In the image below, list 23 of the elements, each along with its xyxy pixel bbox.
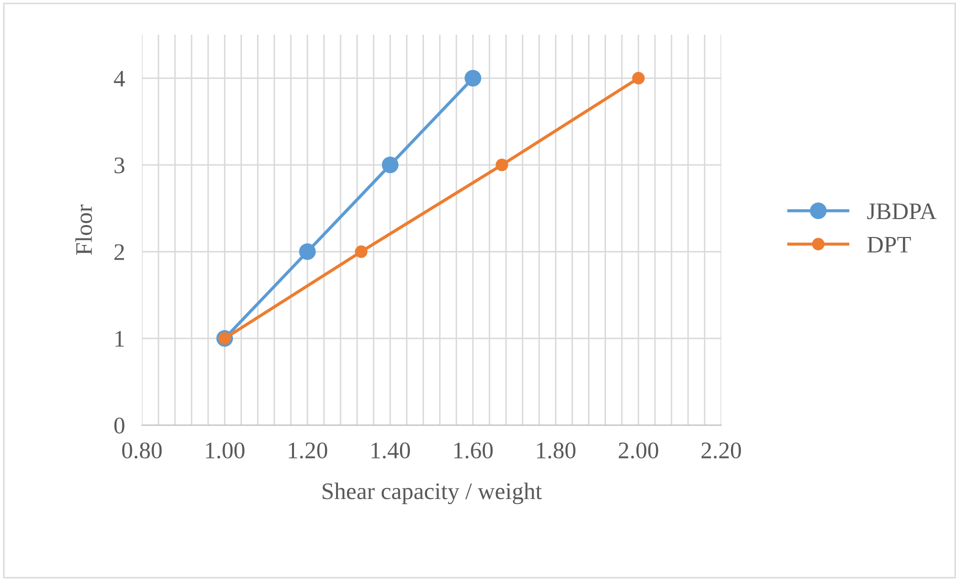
y-tick-label: 2 [114, 244, 124, 260]
y-tick-label: 3 [114, 157, 124, 174]
legend-label: DPT [867, 236, 911, 252]
x-axis-title: Shear capacity / weight [322, 482, 542, 504]
x-tick-label: 1.00 [206, 442, 244, 459]
x-tick-label: 2.00 [618, 442, 658, 459]
y-axis-title: Floor [75, 204, 92, 255]
point [496, 158, 508, 172]
x-tick-label: 2.20 [702, 442, 741, 459]
point [382, 156, 399, 174]
x-tick-label: 1.20 [288, 442, 328, 459]
y-tick-label: 1 [116, 331, 124, 347]
x-tick-label: 0.80 [122, 442, 162, 459]
y-tick-label: 0 [114, 418, 124, 434]
point [632, 72, 645, 84]
x-tick-label: 1.60 [454, 442, 493, 459]
point [354, 245, 368, 258]
legend-label: JBDPA [867, 203, 937, 220]
y-tick-label: 4 [114, 70, 125, 86]
x-tick-label: 1.80 [537, 442, 576, 459]
point [299, 243, 316, 260]
x-tick-label: 1.40 [372, 442, 410, 459]
point [464, 70, 482, 87]
